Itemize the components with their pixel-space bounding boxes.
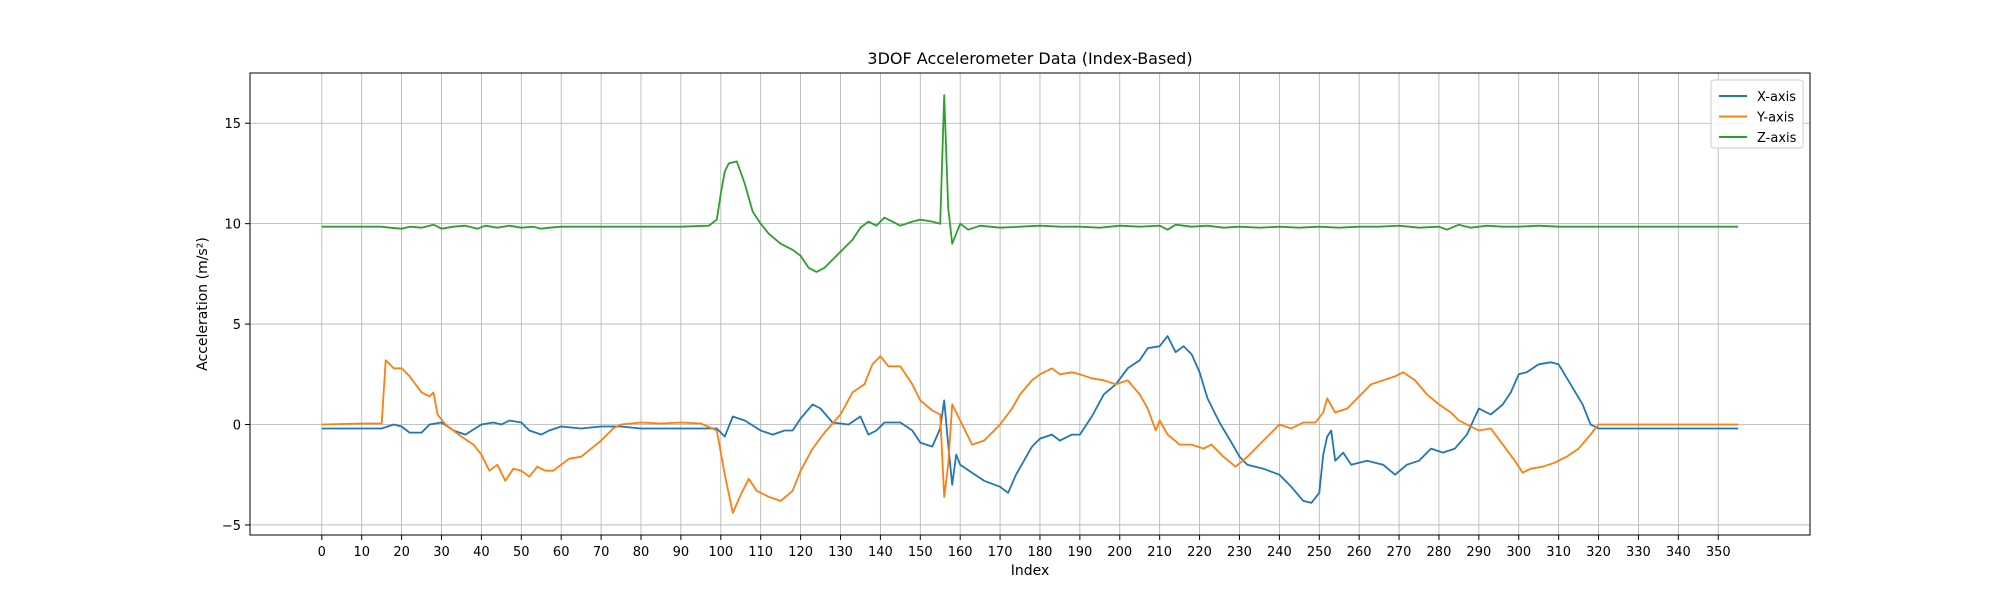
x-tick-label: 160: [948, 545, 973, 560]
x-tick-label: 290: [1466, 545, 1491, 560]
x-tick-label: 280: [1427, 545, 1452, 560]
grid: [250, 73, 1810, 535]
x-tick-label: 20: [393, 545, 410, 560]
x-tick-label: 70: [593, 545, 610, 560]
x-tick-label: 90: [673, 545, 690, 560]
x-tick-label: 140: [868, 545, 893, 560]
x-tick-label: 150: [908, 545, 933, 560]
x-tick-label: 310: [1546, 545, 1571, 560]
legend: X-axis Y-axis Z-axis: [1710, 79, 1804, 149]
x-tick-label: 10: [353, 545, 370, 560]
series-line-z-axis: [321, 94, 1739, 273]
x-tick-label: 260: [1347, 545, 1372, 560]
legend-label: Y-axis: [1756, 111, 1794, 126]
x-tick-label: 40: [473, 545, 490, 560]
x-tick-label: 350: [1706, 545, 1731, 560]
x-tick-label: 80: [633, 545, 650, 560]
x-tick-label: 320: [1586, 545, 1611, 560]
legend-label: X-axis: [1757, 90, 1796, 105]
y-tick-label: 10: [224, 218, 241, 233]
x-axis-title: Index: [1011, 563, 1050, 579]
x-tick-label: 250: [1307, 545, 1332, 560]
plot-frame: [249, 72, 1811, 536]
x-tick-label: 170: [988, 545, 1013, 560]
x-tick-label: 30: [433, 545, 450, 560]
x-tick-label: 50: [513, 545, 530, 560]
x-tick-label: 340: [1666, 545, 1691, 560]
x-tick-label: 210: [1147, 545, 1172, 560]
x-tick-label: 220: [1187, 545, 1212, 560]
legend-label: Z-axis: [1757, 131, 1797, 146]
y-tick-label: 5: [233, 318, 241, 333]
x-tick-label: 190: [1067, 545, 1092, 560]
x-tick-label: 110: [748, 545, 773, 560]
x-tick-label: 200: [1107, 545, 1132, 560]
y-tick-label: 15: [224, 117, 241, 132]
y-tick-label: −5: [222, 519, 241, 534]
y-tick-label: 0: [233, 419, 241, 434]
x-tick-label: 300: [1506, 545, 1531, 560]
series-lines: [321, 94, 1739, 514]
x-tick-label: 330: [1626, 545, 1651, 560]
x-tick-label: 180: [1028, 545, 1053, 560]
axis-ticks: 0 10 20 30 40 50 60 70 80 90 100 110 120 130 140 150 160…: [222, 117, 1731, 560]
x-tick-label: 240: [1267, 545, 1292, 560]
x-tick-label: 120: [788, 545, 813, 560]
chart-title: 3DOF Accelerometer Data (Index-Based): [867, 49, 1192, 68]
x-tick-label: 230: [1227, 545, 1252, 560]
series-line-x-axis: [321, 335, 1739, 504]
x-tick-label: 60: [553, 545, 570, 560]
x-tick-label: 130: [828, 545, 853, 560]
x-tick-label: 100: [708, 545, 733, 560]
series-line-y-axis: [321, 355, 1739, 514]
x-tick-label: 270: [1387, 545, 1412, 560]
x-tick-label: 0: [318, 545, 326, 560]
y-axis-title: Acceleration (m/s²): [195, 237, 211, 371]
